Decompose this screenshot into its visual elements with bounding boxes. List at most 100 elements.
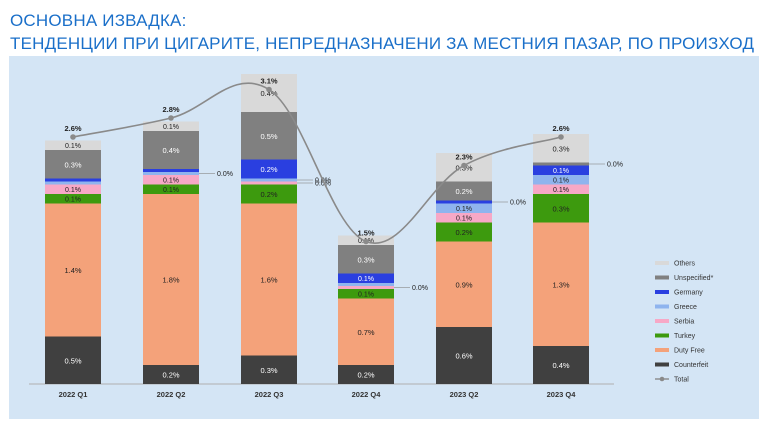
bar-segment-germany [436, 200, 492, 204]
data-label-turkey: 0.2% [260, 190, 277, 199]
data-label-counterfeit: 0.5% [64, 356, 81, 365]
legend-label-turkey: Turkey [674, 333, 696, 340]
legend: Others Unspecified* Germany Greece Serbia Tur… [655, 261, 714, 384]
data-label-unspecified: 0.5% [260, 132, 277, 141]
bar-segment-duty-free [45, 203, 101, 337]
data-label-counterfeit: 0.4% [552, 361, 569, 370]
total-point [558, 134, 564, 140]
bar-segment-unspecified [241, 112, 297, 160]
data-label-serbia: 0.0% [315, 181, 331, 188]
bar-segment-unspecified [45, 150, 101, 179]
bar-segment-germany [143, 169, 199, 172]
data-label-turkey: 0.1% [358, 291, 374, 298]
data-label-serbia: 0.0% [412, 285, 428, 292]
data-label-turkey: 0.2% [455, 228, 472, 237]
data-label-greece: 0.1% [553, 177, 569, 184]
bar-segment-counterfeit [338, 365, 394, 384]
total-label: 2.8% [162, 105, 179, 114]
bar-segment-turkey [45, 194, 101, 204]
data-label-others: 0.3% [552, 144, 569, 153]
total-label: 1.5% [357, 229, 374, 238]
bar-segment-others [143, 121, 199, 131]
bar-segment-others [241, 74, 297, 112]
x-tick-label: 2023 Q4 [547, 390, 577, 399]
legend-label-germany: Germany [674, 290, 703, 297]
bar-segment-duty-free [143, 194, 199, 365]
legend-label-duty-free: Duty Free [674, 348, 705, 355]
data-label-duty-free: 0.9% [455, 280, 472, 289]
data-label-unspecified: 0.2% [455, 187, 472, 196]
bar-segment-others [45, 140, 101, 150]
bar-segment-duty-free [338, 298, 394, 365]
legend-label-greece: Greece [674, 304, 697, 311]
data-label-unspecified: 0.0% [607, 162, 623, 169]
total-point [168, 115, 174, 121]
total-label: 2.6% [552, 124, 569, 133]
legend-swatch-germany [655, 290, 669, 294]
bar-segment-duty-free [241, 203, 297, 356]
data-label-duty-free: 1.4% [64, 266, 81, 275]
bar-segment-unspecified [436, 181, 492, 201]
data-label-duty-free: 1.6% [260, 276, 277, 285]
data-label-counterfeit: 0.3% [260, 366, 277, 375]
bar-segment-counterfeit [533, 346, 589, 384]
legend-swatch-counterfeit [655, 362, 669, 367]
bar-segment-duty-free [436, 241, 492, 327]
bar-segment-counterfeit [436, 327, 492, 384]
total-label: 2.6% [64, 124, 81, 133]
total-point [266, 86, 272, 93]
bar-segment-serbia [533, 184, 589, 194]
bar-segment-greece [533, 175, 589, 185]
data-label-serbia: 0.1% [553, 187, 569, 194]
legend-swatch-others [655, 261, 669, 265]
data-label-duty-free: 0.7% [357, 328, 374, 337]
page-title: ОСНОВНА ИЗВАДКА: [10, 11, 187, 30]
bar-segment-greece [143, 172, 199, 175]
page-subtitle: ТЕНДЕНЦИИ ПРИ ЦИГАРИТЕ, НЕПРЕДНАЗНАЧЕНИ … [10, 34, 755, 53]
data-label-turkey: 0.1% [65, 196, 81, 203]
legend-label-others: Others [674, 261, 696, 268]
bar-segment-serbia [143, 175, 199, 185]
total-label: 2.3% [455, 153, 472, 162]
legend-marker-total-dot [659, 376, 665, 382]
data-label-others: 0.1% [163, 124, 179, 131]
data-label-serbia: 0.1% [65, 187, 81, 194]
data-label-unspecified: 0.4% [162, 146, 179, 155]
legend-label-unspecified: Unspecified* [674, 275, 714, 282]
legend-label-total: Total [674, 377, 689, 384]
x-tick-label: 2022 Q3 [255, 390, 284, 399]
legend-swatch-serbia [655, 319, 669, 323]
bar-segment-germany [45, 178, 101, 182]
total-point [70, 134, 76, 140]
data-label-unspecified: 0.3% [357, 255, 374, 264]
bar-segment-turkey [436, 222, 492, 242]
data-label-germany: 0.1% [553, 168, 569, 175]
bar-segment-turkey [338, 289, 394, 299]
data-label-counterfeit: 0.2% [357, 371, 374, 380]
bar-segment-serbia [241, 181, 297, 185]
data-label-duty-free: 1.8% [162, 276, 179, 285]
stacked-bar-chart: 0.5% 1.4% 0.1% 0.1% 0.3% 0.1% 2022 Q1 0.2% 1.8% 0… [9, 56, 759, 419]
data-label-turkey: 0.3% [552, 204, 569, 213]
bar-segment-turkey [143, 184, 199, 194]
x-tick-label: 2022 Q2 [157, 390, 186, 399]
legend-label-serbia: Serbia [674, 319, 694, 326]
bar-segment-greece [436, 203, 492, 213]
bar-segment-duty-free [533, 222, 589, 346]
data-label-greece: 0.1% [456, 206, 472, 213]
bar-segment-counterfeit [143, 365, 199, 384]
total-point [363, 238, 369, 245]
bar-segment-greece [338, 283, 394, 286]
bar-segment-counterfeit [45, 336, 101, 384]
legend-swatch-duty-free [655, 348, 669, 352]
x-tick-label: 2022 Q1 [59, 390, 88, 399]
legend-swatch-unspecified [655, 275, 669, 280]
bar-segment-turkey [241, 184, 297, 204]
bar-segment-unspecified [143, 131, 199, 169]
data-label-serbia: 0.1% [163, 177, 179, 184]
bar-segment-turkey [533, 194, 589, 223]
bar-segment-germany [533, 165, 589, 175]
legend-label-counterfeit: Counterfeit [674, 362, 708, 369]
data-label-germany: 0.0% [510, 200, 526, 207]
bar-segment-unspecified [533, 162, 589, 166]
